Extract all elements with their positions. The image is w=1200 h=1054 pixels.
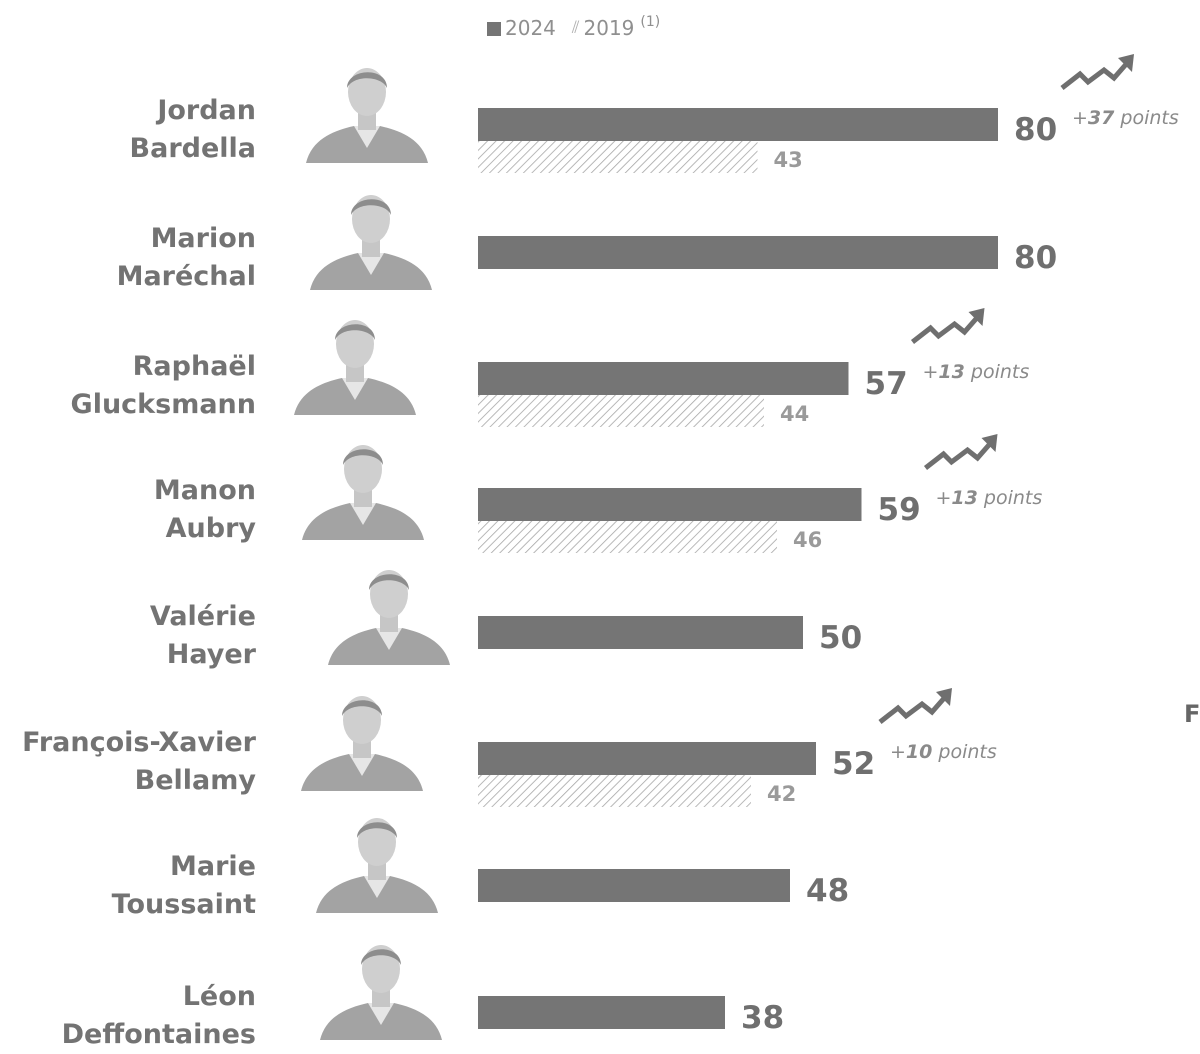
candidate-name: Marion Maréchal (0, 220, 256, 296)
candidate-name: Léon Deffontaines (0, 978, 256, 1054)
change-label: +37 points (1072, 107, 1179, 129)
bar-2024 (478, 616, 803, 649)
change-label: +10 points (890, 741, 997, 763)
bar-2024 (478, 108, 998, 141)
bar-2024 (478, 236, 998, 269)
cropped-side-text: Fr (1184, 700, 1200, 728)
value-label-2024: 80 (1014, 240, 1057, 276)
candidate-first-name: Valérie (149, 601, 256, 632)
candidate-last-name: Bardella (129, 133, 256, 164)
candidate-name: Manon Aubry (0, 472, 256, 548)
value-label-2024: 57 (865, 366, 908, 402)
candidate-name: Marie Toussaint (0, 848, 256, 924)
candidate-last-name: Bellamy (134, 765, 256, 796)
legend-2019-hatch-icon: ⫽ (571, 18, 580, 38)
legend-2024-label: 2024 (505, 16, 556, 40)
value-label-2019: 46 (793, 528, 822, 552)
candidate-last-name: Toussaint (111, 889, 256, 920)
bar-2024 (478, 869, 790, 902)
candidate-last-name: Glucksmann (70, 389, 256, 420)
portrait-photo-icon (320, 945, 442, 1040)
candidate-name: Valérie Hayer (0, 598, 256, 674)
candidate-first-name: Manon (153, 475, 256, 506)
change-label: +13 points (936, 487, 1043, 509)
candidate-first-name: Marion (150, 223, 256, 254)
bar-2019 (478, 395, 764, 427)
arrow-head-icon (981, 434, 998, 452)
candidate-last-name: Hayer (166, 639, 256, 670)
candidate-first-name: Léon (182, 981, 256, 1012)
trend-up-arrow-icon (878, 694, 948, 724)
value-label-2024: 50 (819, 620, 862, 656)
bar-2019 (478, 775, 751, 807)
portrait-photo-icon (316, 818, 438, 913)
portrait-photo-icon (301, 696, 423, 791)
portrait-photo-icon (306, 68, 428, 163)
bar-2024 (478, 996, 725, 1029)
value-label-2019: 42 (767, 782, 796, 806)
legend-2024-swatch (487, 22, 501, 36)
value-label-2024: 52 (832, 746, 875, 782)
trend-up-arrow-icon (923, 440, 994, 470)
bar-2024 (478, 488, 862, 521)
candidate-name: Jordan Bardella (0, 92, 256, 168)
candidate-last-name: Maréchal (116, 261, 256, 292)
candidate-last-name: Deffontaines (61, 1019, 256, 1050)
value-label-2024: 38 (741, 1000, 784, 1036)
legend-2019-label: 2019 (583, 16, 635, 40)
bar-2019 (478, 141, 758, 173)
portrait-photo-icon (328, 570, 450, 665)
value-label-2024: 48 (806, 873, 849, 909)
trend-up-arrow-icon (1060, 60, 1130, 90)
candidate-name: Raphaël Glucksmann (0, 348, 256, 424)
candidate-first-name: Jordan (157, 95, 256, 126)
bar-2024 (478, 362, 849, 395)
arrow-head-icon (968, 308, 985, 326)
portrait-photo-icon (294, 320, 416, 415)
candidate-first-name: François-Xavier (22, 727, 256, 758)
candidate-name: François-Xavier Bellamy (0, 724, 256, 800)
change-label: +13 points (923, 361, 1030, 383)
value-label-2024: 80 (1014, 112, 1057, 148)
trend-up-arrow-icon (910, 314, 981, 344)
portrait-photo-icon (302, 445, 424, 540)
value-label-2019: 44 (780, 402, 809, 426)
value-label-2024: 59 (878, 492, 921, 528)
legend: 2024 ⫽ 2019 (1) (487, 14, 661, 40)
candidate-last-name: Aubry (165, 513, 256, 544)
portrait-photo-icon (310, 195, 432, 290)
bar-2024 (478, 742, 816, 775)
arrow-head-icon (1118, 54, 1134, 72)
candidate-first-name: Marie (170, 851, 256, 882)
value-label-2019: 43 (774, 148, 803, 172)
legend-footnote-marker: (1) (640, 14, 661, 30)
candidate-first-name: Raphaël (132, 351, 256, 382)
arrow-head-icon (936, 688, 952, 706)
bar-2019 (478, 521, 777, 553)
